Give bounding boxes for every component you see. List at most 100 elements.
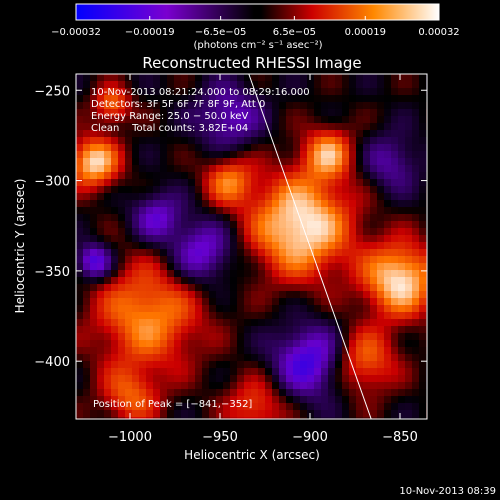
heatmap-cell (258, 403, 266, 411)
heatmap-cell (300, 200, 308, 208)
heatmap-cell (83, 354, 91, 362)
heatmap-cell (342, 284, 350, 292)
heatmap-cell (265, 81, 273, 89)
heatmap-cell (188, 116, 196, 124)
heatmap-cell (412, 102, 420, 110)
heatmap-cell (314, 116, 322, 124)
heatmap-cell (286, 81, 294, 89)
heatmap-cell (335, 235, 343, 243)
heatmap-cell (356, 354, 364, 362)
heatmap-cell (286, 200, 294, 208)
heatmap-cell (132, 368, 140, 376)
heatmap-cell (384, 102, 392, 110)
heatmap-cell (223, 102, 231, 110)
heatmap-cell (188, 298, 196, 306)
heatmap-cell (356, 396, 364, 404)
heatmap-cell (321, 403, 329, 411)
heatmap-cell (286, 130, 294, 138)
heatmap-cell (328, 88, 336, 96)
heatmap-cell (398, 95, 406, 103)
heatmap-cell (139, 333, 147, 341)
heatmap-cell (146, 137, 154, 145)
heatmap-cell (279, 109, 287, 117)
heatmap-cell (139, 102, 147, 110)
heatmap-cell (377, 130, 385, 138)
heatmap-cell (349, 109, 357, 117)
heatmap-cell (251, 214, 259, 222)
heatmap-cell (90, 249, 98, 257)
heatmap-cell (251, 95, 259, 103)
heatmap-cell (202, 74, 210, 82)
heatmap-cell (349, 214, 357, 222)
heatmap-cell (419, 333, 427, 341)
heatmap-cell (216, 221, 224, 229)
heatmap-cell (398, 340, 406, 348)
heatmap-cell (195, 396, 203, 404)
heatmap-cell (104, 109, 112, 117)
heatmap-cell (251, 123, 259, 131)
heatmap-cell (391, 361, 399, 369)
heatmap-cell (272, 375, 280, 383)
heatmap-cell (202, 361, 210, 369)
heatmap-cell (258, 235, 266, 243)
heatmap-cell (349, 270, 357, 278)
heatmap-cell (160, 291, 168, 299)
heatmap-cell (174, 389, 182, 397)
heatmap-cell (146, 109, 154, 117)
heatmap-cell (419, 130, 427, 138)
heatmap-cell (335, 242, 343, 250)
heatmap-cell (160, 172, 168, 180)
heatmap-cell (349, 151, 357, 159)
heatmap-cell (244, 361, 252, 369)
heatmap-cell (202, 214, 210, 222)
heatmap-cell (258, 172, 266, 180)
heatmap-cell (335, 354, 343, 362)
heatmap-cell (363, 410, 371, 418)
heatmap-cell (335, 368, 343, 376)
heatmap-cell (398, 137, 406, 145)
colorbar-tick-label: −0.00019 (125, 27, 175, 38)
heatmap-cell (104, 396, 112, 404)
heatmap-cell (153, 333, 161, 341)
heatmap-cell (111, 347, 119, 355)
heatmap-cell (97, 340, 105, 348)
heatmap-cell (132, 403, 140, 411)
heatmap-cell (174, 403, 182, 411)
heatmap-cell (244, 396, 252, 404)
heatmap-cell (384, 270, 392, 278)
heatmap-cell (419, 158, 427, 166)
heatmap-cell (398, 354, 406, 362)
heatmap-cell (139, 172, 147, 180)
heatmap-cell (419, 270, 427, 278)
heatmap-cell (370, 298, 378, 306)
heatmap-cell (146, 354, 154, 362)
heatmap-cell (209, 382, 217, 390)
heatmap-image (76, 74, 427, 419)
heatmap-cell (174, 410, 182, 418)
heatmap-cell (118, 151, 126, 159)
heatmap-cell (356, 368, 364, 376)
heatmap-cell (195, 347, 203, 355)
heatmap-cell (230, 354, 238, 362)
heatmap-cell (181, 95, 189, 103)
heatmap-cell (349, 305, 357, 313)
heatmap-cell (195, 102, 203, 110)
heatmap-cell (384, 396, 392, 404)
heatmap-cell (118, 123, 126, 131)
heatmap-cell (307, 305, 315, 313)
heatmap-cell (104, 382, 112, 390)
heatmap-cell (419, 298, 427, 306)
heatmap-cell (174, 312, 182, 320)
heatmap-cell (272, 305, 280, 313)
heatmap-cell (132, 109, 140, 117)
heatmap-cell (139, 277, 147, 285)
heatmap-cell (384, 137, 392, 145)
heatmap-cell (377, 235, 385, 243)
heatmap-cell (216, 333, 224, 341)
heatmap-cell (104, 263, 112, 271)
heatmap-cell (251, 207, 259, 215)
heatmap-cell (195, 144, 203, 152)
heatmap-cell (412, 333, 420, 341)
heatmap-cell (118, 249, 126, 257)
heatmap-cell (83, 305, 91, 313)
